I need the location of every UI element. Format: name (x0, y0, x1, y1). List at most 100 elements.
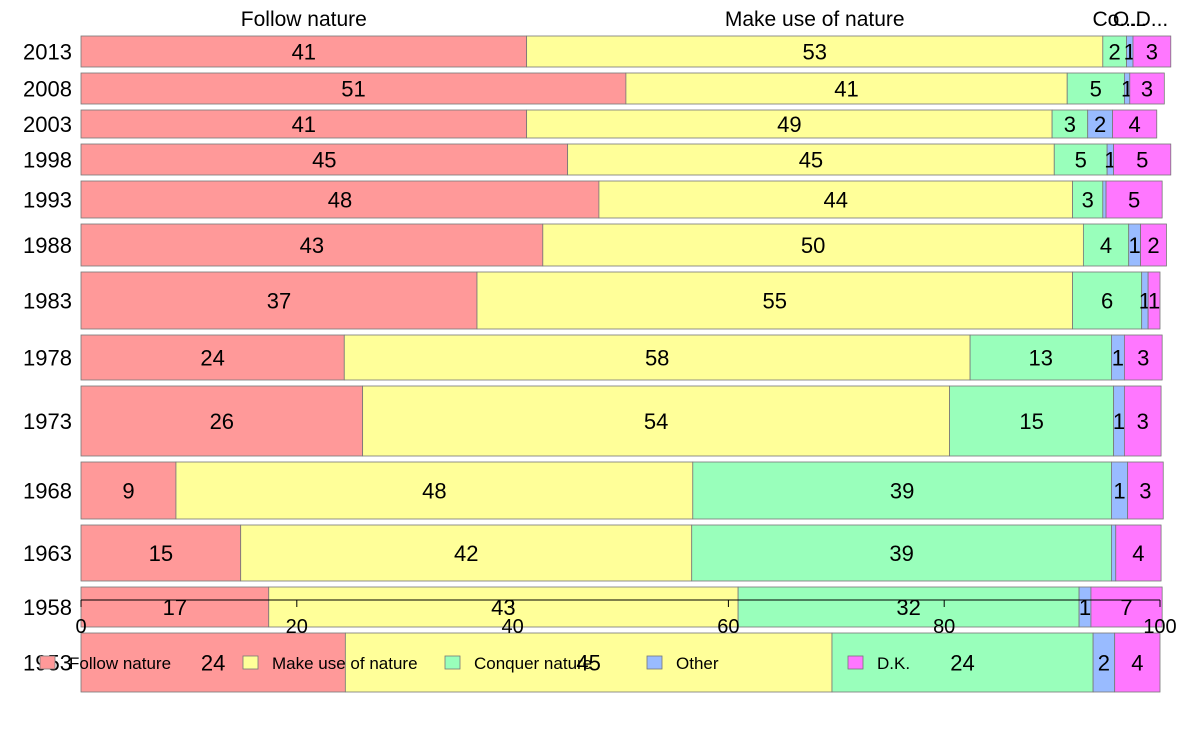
bar-segment (80, 180, 600, 219)
bar-value-label: 5 (1075, 148, 1087, 173)
legend-swatch (646, 655, 663, 670)
bar-value-label: 15 (1019, 409, 1043, 434)
bar-segment (831, 632, 1094, 693)
bar-value-label: 45 (576, 651, 600, 676)
bar-value-label: 3 (1064, 112, 1076, 137)
bar-segment (1127, 461, 1164, 520)
y-tick-label: 1973 (23, 409, 72, 434)
legend-item: Other (646, 654, 719, 673)
bar-segment (692, 461, 1112, 520)
y-tick-label: 2013 (23, 40, 72, 65)
bar-value-label: 7 (1120, 595, 1132, 620)
bar-segment (1111, 524, 1117, 582)
bar-segment (1115, 524, 1162, 582)
bar-row-1963: 15 42 39 4 (80, 524, 1162, 582)
bar-row-2008: 51 41 5 1 3 (80, 72, 1165, 105)
bar-value-label: 4 (1100, 233, 1112, 258)
bar-value-label: 26 (210, 409, 234, 434)
legend-label: D.K. (877, 654, 910, 673)
bar-value-label: 2 (1147, 233, 1159, 258)
bar-value-label: 58 (645, 346, 669, 371)
bar-segment (691, 524, 1112, 582)
legend-item: Conquer nature (444, 654, 592, 673)
x-axis: 0 20 40 60 80 100 (75, 599, 1177, 638)
bar-segment (240, 524, 693, 582)
bar-segment (1132, 35, 1172, 68)
x-tick-label: 20 (286, 616, 308, 638)
bar-segment (1114, 632, 1161, 693)
bar-row-1953: 24 45 24 2 4 (80, 632, 1161, 693)
bar-value-label: 5 (1090, 77, 1102, 102)
bar-value-label: 3 (1082, 188, 1094, 213)
bar-segment (1129, 72, 1165, 105)
bar-segment (1123, 334, 1163, 381)
bar-value-label: 49 (777, 112, 801, 137)
bar-segment (567, 143, 1055, 176)
bar-value-label: 39 (890, 479, 914, 504)
bar-value-label: 3 (1146, 40, 1158, 65)
y-tick-label: 1983 (23, 289, 72, 314)
bar-value-label: 41 (834, 77, 858, 102)
x-tick-label: 40 (501, 616, 523, 638)
bar-value-label: 2 (1109, 40, 1121, 65)
bar-value-label: 3 (1139, 479, 1151, 504)
bar-value-label: 55 (763, 289, 787, 314)
bar-value-label: 3 (1141, 77, 1153, 102)
y-tick-label: 2003 (23, 112, 72, 137)
bar-segment (1105, 180, 1163, 219)
bar-segment (1072, 180, 1104, 219)
y-tick-label: 1963 (23, 541, 72, 566)
bar-value-label: 51 (341, 77, 365, 102)
bar-segment (1147, 271, 1161, 330)
y-axis: 2013 2008 2003 1998 1993 1988 1983 1978 1973 1968… (23, 40, 72, 676)
bar-segment (80, 223, 544, 267)
bar-row-1988: 43 50 4 1 2 (80, 223, 1167, 267)
top-labels: Follow nature Make use of nature Co...O...… (241, 8, 1168, 31)
bar-value-label: 3 (1137, 409, 1149, 434)
bar-value-label: 4 (1129, 112, 1141, 137)
y-tick-label: 1958 (23, 595, 72, 620)
bar-segment (80, 143, 569, 176)
y-tick-label: 2008 (23, 77, 72, 102)
bar-value-label: 2 (1094, 112, 1106, 137)
bar-value-label: 45 (312, 148, 336, 173)
legend-label: Conquer nature (474, 654, 592, 673)
x-tick-label: 80 (933, 616, 955, 638)
bar-value-label: 9 (122, 479, 134, 504)
bar-segment (1072, 271, 1143, 330)
bar-segment (737, 586, 1080, 628)
bar-row-1983: 37 55 6 11 (80, 271, 1161, 330)
top-series-label: D... (1136, 8, 1169, 31)
bar-segment (1112, 109, 1158, 139)
bar-row-2003: 41 49 3 2 4 (80, 109, 1158, 139)
bar-row-1998: 45 45 5 1 5 (80, 143, 1172, 176)
bar-value-label: 5 (1128, 188, 1140, 213)
bar-value-label: 17 (163, 595, 187, 620)
bar-segment (80, 385, 364, 457)
bar-value-label: 37 (267, 289, 291, 314)
top-series-label: Co... (1093, 8, 1137, 31)
bar-value-label: 1 (1079, 595, 1091, 620)
bar-value-label: 39 (889, 541, 913, 566)
bar-row-1968: 9 48 39 1 3 (80, 461, 1164, 520)
bar-segment (80, 632, 346, 693)
y-tick-label: 1993 (23, 188, 72, 213)
bar-value-label: 44 (824, 188, 848, 213)
bar-value-label: 41 (292, 40, 316, 65)
bar-value-label: 1 (1113, 479, 1125, 504)
y-tick-label: 1998 (23, 148, 72, 173)
top-series-label: Follow nature (241, 8, 367, 31)
bar-row-2013: 41 53 2 1 3 (80, 35, 1172, 68)
bar-segment (1113, 143, 1172, 176)
x-tick-label: 60 (717, 616, 739, 638)
bar-value-label: 13 (1029, 346, 1053, 371)
legend-label: Follow nature (69, 654, 171, 673)
bar-row-1958: 17 43 32 1 7 (80, 586, 1163, 628)
bar-value-label: 6 (1101, 289, 1113, 314)
bar-value-label: 4 (1132, 541, 1144, 566)
bar-value-label: 1 (1112, 346, 1124, 371)
bar-row-1973: 26 54 15 1 3 (80, 385, 1162, 457)
legend-item: Make use of nature (242, 654, 418, 673)
legend-swatch (242, 655, 259, 670)
bar-value-label: 4 (1131, 651, 1143, 676)
